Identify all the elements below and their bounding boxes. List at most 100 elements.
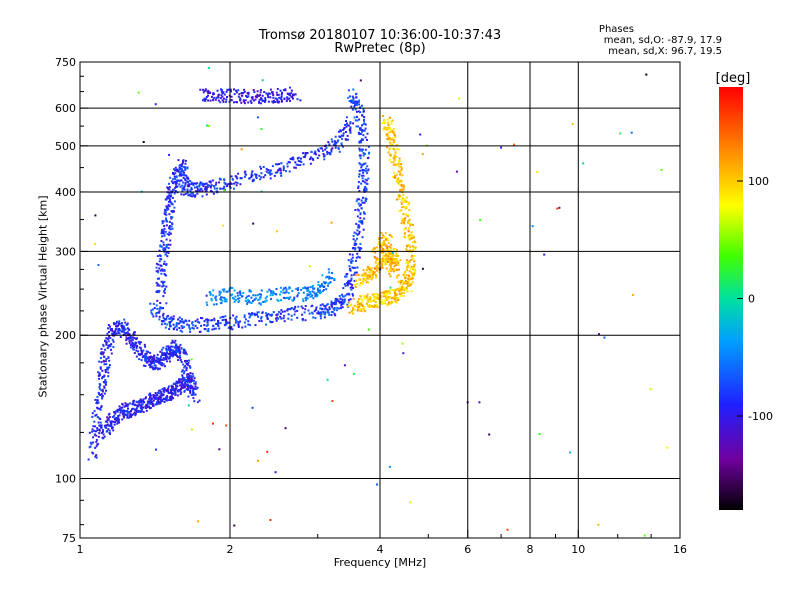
scatter-point — [159, 302, 162, 304]
scatter-point — [397, 261, 400, 264]
scatter-point — [159, 257, 162, 260]
scatter-point — [403, 282, 406, 285]
scatter-point — [108, 331, 110, 333]
scatter-point — [317, 290, 320, 293]
scatter-point — [296, 157, 299, 160]
scatter-point — [96, 395, 99, 398]
scatter-point — [237, 300, 240, 303]
scatter-point — [168, 213, 171, 216]
scatter-point — [109, 424, 112, 427]
scatter-point — [159, 396, 162, 399]
scatter-point — [145, 409, 148, 412]
scatter-point — [385, 254, 388, 257]
scatter-point — [394, 262, 397, 265]
scatter-point — [130, 410, 132, 413]
scatter-point — [238, 299, 241, 302]
scatter-point — [165, 345, 168, 348]
scatter-point — [250, 313, 252, 316]
scatter-point — [349, 269, 352, 272]
scatter-point — [385, 126, 388, 129]
scatter-point — [158, 310, 161, 313]
scatter-point — [262, 166, 265, 168]
scatter-point — [364, 186, 367, 188]
scatter-point — [303, 311, 306, 314]
scatter-point — [318, 154, 321, 157]
scatter-point — [115, 410, 118, 413]
scatter-point — [321, 290, 324, 293]
scatter-point — [250, 290, 252, 293]
scatter-point — [194, 382, 197, 385]
scatter-point — [174, 186, 177, 189]
scatter-point — [353, 242, 356, 245]
scatter-point — [376, 268, 379, 271]
scatter-point — [302, 291, 305, 294]
scatter-point — [212, 422, 214, 425]
scatter-point — [247, 323, 250, 326]
scatter-point — [218, 290, 221, 293]
scatter-point — [348, 100, 351, 102]
scatter-point — [347, 124, 350, 127]
scatter-point — [152, 367, 155, 369]
scatter-point — [396, 173, 399, 176]
scatter-point — [341, 298, 344, 301]
scatter-point — [221, 299, 224, 302]
scatter-point — [233, 324, 236, 327]
scatter-point — [162, 263, 165, 265]
scatter-point — [186, 380, 189, 383]
scatter-point — [97, 421, 100, 424]
scatter-point — [279, 315, 282, 318]
scatter-point — [349, 95, 351, 98]
scatter-point — [237, 294, 239, 297]
scatter-point — [182, 383, 185, 386]
scatter-point — [166, 196, 169, 199]
scatter-point — [160, 399, 163, 402]
scatter-point — [348, 265, 351, 268]
scatter-point — [323, 308, 326, 311]
scatter-point — [306, 297, 309, 300]
scatter-point — [163, 401, 166, 403]
scatter-point — [137, 350, 140, 353]
scatter-point — [411, 275, 414, 278]
scatter-point — [243, 88, 246, 91]
scatter-point — [413, 272, 416, 275]
scatter-point — [402, 193, 405, 196]
scatter-point — [362, 154, 365, 157]
scatter-point — [280, 309, 283, 312]
scatter-point — [194, 194, 197, 197]
scatter-point — [195, 387, 198, 390]
scatter-point — [114, 330, 117, 332]
scatter-point — [377, 297, 380, 300]
scatter-point — [144, 353, 147, 355]
scatter-point — [112, 420, 115, 423]
scatter-point — [248, 316, 251, 319]
scatter-point — [259, 317, 262, 320]
scatter-point — [97, 371, 100, 374]
scatter-point — [162, 241, 165, 244]
scatter-point — [388, 147, 391, 150]
scatter-point — [212, 93, 215, 96]
scatter-point — [175, 182, 178, 185]
scatter-point — [409, 246, 412, 249]
scatter-point — [184, 378, 187, 381]
scatter-point — [326, 150, 329, 153]
scatter-point — [169, 195, 172, 198]
scatter-point — [218, 181, 221, 184]
scatter-point — [164, 322, 167, 325]
scatter-point — [260, 289, 263, 292]
scatter-point — [390, 261, 393, 263]
scatter-point — [402, 282, 405, 285]
scatter-point — [361, 114, 364, 117]
scatter-point — [104, 369, 107, 371]
scatter-point — [193, 182, 196, 185]
scatter-point — [381, 122, 384, 124]
scatter-point — [394, 300, 397, 303]
scatter-point — [233, 524, 236, 527]
scatter-point — [152, 405, 155, 407]
scatter-point — [186, 376, 189, 379]
scatter-point — [233, 289, 236, 292]
scatter-point — [133, 331, 136, 334]
scatter-point — [355, 256, 358, 259]
scatter-point — [239, 99, 242, 102]
scatter-point — [212, 325, 215, 328]
scatter-point — [353, 283, 356, 286]
